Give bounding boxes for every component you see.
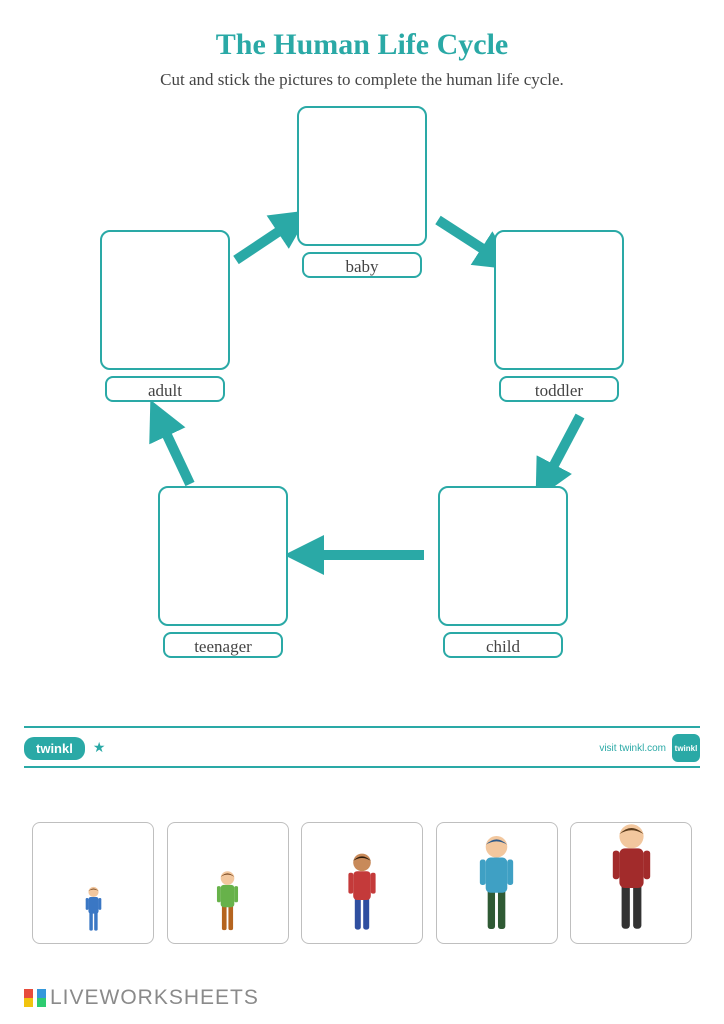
cycle-node-child[interactable]: child	[438, 486, 568, 658]
node-label-adult: adult	[105, 376, 225, 402]
cycle-node-baby[interactable]: baby	[297, 106, 427, 278]
cycle-node-teenager[interactable]: teenager	[158, 486, 288, 658]
cutout-row	[32, 822, 692, 944]
cutout-child-pic[interactable]	[301, 822, 423, 944]
drop-zone-adult[interactable]	[100, 230, 230, 370]
star-icon: ★	[93, 740, 106, 757]
instruction-text: Cut and stick the pictures to complete t…	[0, 70, 724, 90]
cycle-node-adult[interactable]: adult	[100, 230, 230, 402]
arrow-baby-toddler	[438, 220, 500, 260]
liveworksheets-brand: LIVEWORKSHEETS	[24, 986, 259, 1010]
node-label-baby: baby	[302, 252, 422, 278]
figure-baby-pic	[82, 886, 105, 937]
worksheet-page: The Human Life Cycle Cut and stick the p…	[0, 0, 724, 1024]
figure-teenager-pic	[472, 834, 521, 937]
cutout-adult-pic[interactable]	[570, 822, 692, 944]
brand-squares-icon-2	[37, 989, 46, 1007]
cycle-node-toddler[interactable]: toddler	[494, 230, 624, 402]
cutout-toddler-pic[interactable]	[167, 822, 289, 944]
life-cycle-diagram: baby toddler child teenager adult	[40, 100, 684, 710]
arrow-toddler-child	[544, 416, 580, 484]
twinkl-logo-badge: twinkl	[24, 737, 85, 760]
worksheet-footer: twinkl ★ visit twinkl.com twinkl	[24, 734, 700, 762]
node-label-teenager: teenager	[163, 632, 283, 658]
figure-toddler-pic	[212, 870, 243, 937]
drop-zone-teenager[interactable]	[158, 486, 288, 626]
page-title: The Human Life Cycle	[0, 28, 724, 62]
figure-adult-pic	[604, 822, 659, 937]
quality-stamp-icon: twinkl	[672, 734, 700, 762]
node-label-child: child	[443, 632, 563, 658]
divider-top	[24, 726, 700, 728]
figure-child-pic	[342, 852, 382, 937]
cutout-teenager-pic[interactable]	[436, 822, 558, 944]
arrow-adult-baby	[236, 220, 296, 260]
brand-squares-icon	[24, 989, 33, 1007]
divider-bottom	[24, 766, 700, 768]
drop-zone-baby[interactable]	[297, 106, 427, 246]
brand-text: LIVEWORKSHEETS	[50, 986, 259, 1010]
drop-zone-child[interactable]	[438, 486, 568, 626]
node-label-toddler: toddler	[499, 376, 619, 402]
drop-zone-toddler[interactable]	[494, 230, 624, 370]
visit-link-text: visit twinkl.com	[599, 743, 666, 754]
cutout-baby-pic[interactable]	[32, 822, 154, 944]
arrow-teenager-adult	[158, 416, 190, 484]
